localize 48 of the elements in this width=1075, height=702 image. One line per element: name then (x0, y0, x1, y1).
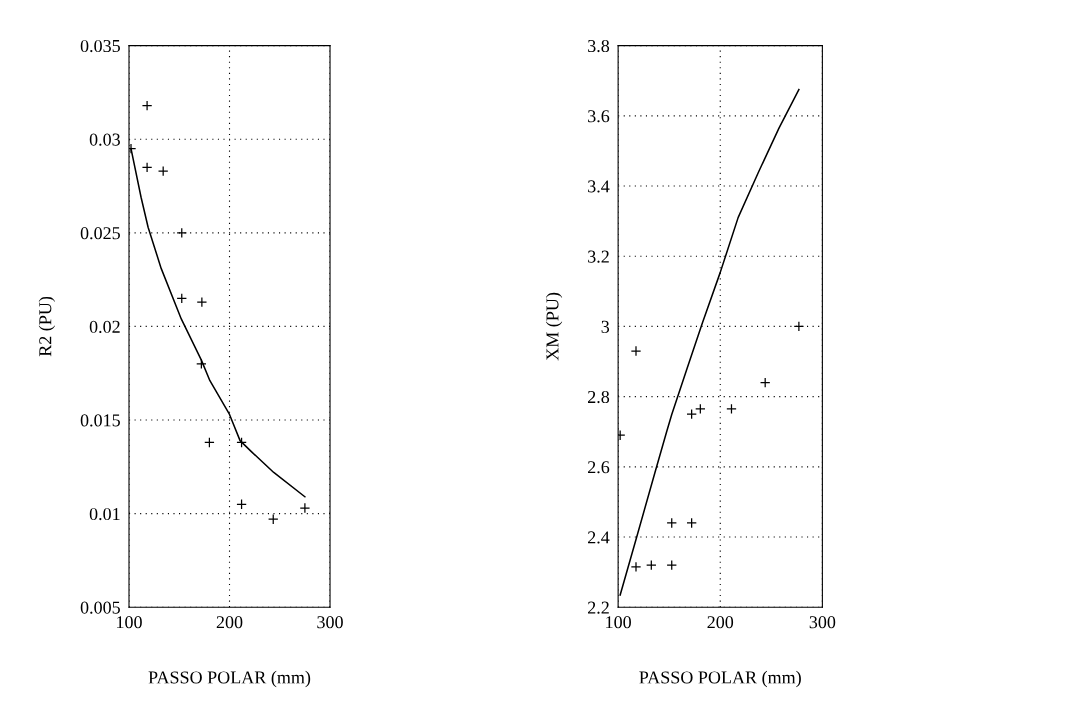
point (176, 293, 188, 304)
y-tick-label: 0.025 (80, 227, 120, 240)
y-tick-label: 0.01 (89, 507, 120, 521)
point (630, 561, 642, 573)
point (141, 162, 153, 173)
y-tick-label: 0.015 (80, 414, 120, 427)
x-tick-label: 300 (317, 616, 343, 629)
point (686, 517, 697, 529)
y-tick-label: 0.005 (80, 601, 120, 614)
x-tick-label: 300 (809, 616, 836, 629)
point (686, 408, 697, 420)
point (196, 296, 208, 308)
y-tick-label: 3.2 (588, 250, 609, 263)
point (236, 437, 247, 448)
y-tick-label: 2.6 (588, 461, 610, 474)
y-tick-label: 0.02 (89, 320, 120, 333)
y-tick-label: 2.2 (588, 601, 609, 614)
point (176, 227, 188, 239)
y-tick-label: 3.8 (588, 39, 610, 53)
point (630, 345, 642, 357)
point (299, 502, 311, 514)
y-tick-label: 3 (601, 320, 610, 333)
x-tick-label: 200 (216, 616, 243, 629)
x-axis-title: PASSO POLAR (mm) (639, 670, 801, 688)
x-tick-label: 100 (606, 616, 631, 629)
point (267, 513, 279, 525)
y-axis-title: R2 (PU) (38, 296, 56, 357)
x-tick-label: 100 (117, 616, 142, 629)
point (666, 559, 678, 571)
point (157, 165, 169, 177)
x-axis-title: PASSO POLAR (mm) (148, 670, 311, 688)
point (646, 559, 657, 571)
point (141, 100, 153, 111)
point (793, 321, 805, 332)
point (759, 377, 771, 388)
point (726, 403, 737, 415)
y-tick-label: 2.4 (588, 531, 610, 544)
y-axis-title: XM (PU) (545, 292, 563, 361)
y-tick-label: 0.03 (89, 133, 120, 146)
x-tick-label: 200 (707, 616, 734, 629)
y-tick-label: 3.4 (588, 180, 610, 193)
y-tick-label: 2.8 (588, 390, 610, 404)
y-tick-label: 0.035 (80, 39, 120, 53)
y-tick-label: 3.6 (588, 110, 610, 123)
point (695, 403, 706, 415)
point (666, 517, 678, 529)
point (204, 437, 215, 448)
point (236, 498, 247, 510)
